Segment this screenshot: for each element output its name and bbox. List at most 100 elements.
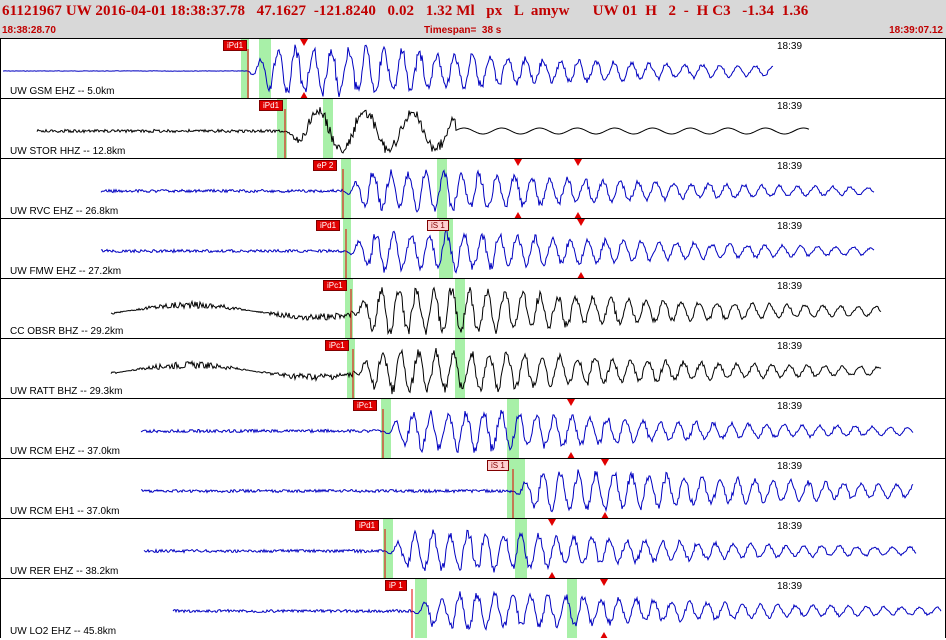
s-pick-marker[interactable]: iS 1 [427,220,449,231]
analysis-window [515,459,525,518]
p-pick-marker[interactable]: iPd1 [259,100,284,111]
trace-time-label: 18:39 [777,41,803,52]
p-pick-marker[interactable]: eP 2 [313,160,338,171]
trace-panel[interactable]: iPc1 18:39 UW RCM EHZ -- 37.0km [0,398,946,458]
p-pick-marker[interactable]: iPc1 [325,340,349,351]
waveform [143,519,917,578]
station-label: UW GSM EHZ -- 5.0km [10,86,115,97]
station-label: CC OBSR BHZ -- 29.2km [10,326,124,337]
p-pick-marker[interactable]: iP 1 [385,580,407,591]
trace-time-label: 18:39 [777,401,803,412]
analysis-window [347,339,355,398]
trace-panel[interactable]: iPc1 18:39 UW RATT BHZ -- 29.3km [0,338,946,398]
trace-panel[interactable]: iPd1 18:39 UW STOR HHZ -- 12.8km [0,98,946,158]
amplitude-marker [514,212,522,218]
amplitude-marker [548,572,556,578]
station-label: UW RATT BHZ -- 29.3km [10,386,123,397]
analysis-window [455,279,465,338]
timespan-label: Timespan= 38 s [424,25,502,36]
analysis-window [439,219,453,278]
amplitude-marker [577,219,585,226]
analysis-window [341,159,351,218]
waveform [110,339,882,398]
trace-time-label: 18:39 [777,161,803,172]
amplitude-marker [601,459,609,466]
analysis-window [277,99,287,158]
seismic-trace [140,469,914,513]
station-label: UW RCM EHZ -- 37.0km [10,446,120,457]
trace-panel[interactable]: iP 1 18:39 UW LO2 EHZ -- 45.8km [0,578,946,638]
event-summary-line: 61121967 UW 2016-04-01 18:38:37.78 47.16… [2,3,809,19]
waveform [36,99,810,158]
waveform [100,159,875,218]
waveform [100,219,875,278]
analysis-window [381,399,391,458]
p-pick-marker[interactable]: iPc1 [323,280,347,291]
analysis-window [507,459,517,518]
analysis-window [241,39,249,98]
seismic-trace [36,107,810,154]
seismic-trace [143,529,917,573]
station-label: UW FMW EHZ -- 27.2km [10,266,122,277]
station-label: UW RVC EHZ -- 26.8km [10,206,119,217]
seismic-trace [3,44,774,98]
analysis-window [455,339,465,398]
p-pick-marker[interactable]: iPc1 [353,400,377,411]
analysis-window [567,579,577,638]
station-label: UW LO2 EHZ -- 45.8km [10,626,117,637]
trace-panel[interactable]: iPd1 18:39 UW GSM EHZ -- 5.0km [0,38,946,98]
analysis-window [437,159,447,218]
amplitude-marker [514,159,522,166]
waveform [172,579,942,638]
amplitude-marker [577,272,585,278]
seismic-trace [140,409,914,454]
seismic-trace [110,286,882,336]
amplitude-marker [600,579,608,586]
station-label: UW RCM EH1 -- 37.0km [10,506,120,517]
waveform [3,39,774,98]
event-header: 61121967 UW 2016-04-01 18:38:37.78 47.16… [0,0,946,38]
trace-time-label: 18:39 [777,341,803,352]
analysis-window [345,279,353,338]
amplitude-marker [548,519,556,526]
trace-panel[interactable]: eP 2 18:39 UW RVC EHZ -- 26.8km [0,158,946,218]
analysis-window [515,519,527,578]
trace-panel[interactable]: iPc1 18:39 CC OBSR BHZ -- 29.2km [0,278,946,338]
analysis-window [343,219,351,278]
waveform [140,459,914,518]
seismogram-panels[interactable]: iPd1 18:39 UW GSM EHZ -- 5.0km iPd1 18:3… [0,38,946,640]
seismic-trace [172,590,942,631]
window-start-time: 18:38:28.70 [2,25,56,36]
window-end-time: 18:39:07.12 [889,25,943,36]
trace-time-label: 18:39 [777,101,803,112]
amplitude-marker [567,399,575,406]
amplitude-marker [600,632,608,638]
waveform [140,399,914,458]
s-pick-marker[interactable]: iS 1 [487,460,509,471]
analysis-window [507,399,519,458]
amplitude-marker [300,92,308,98]
trace-panel[interactable]: iPd1 iS 1 18:39 UW FMW EHZ -- 27.2km [0,218,946,278]
trace-time-label: 18:39 [777,281,803,292]
analysis-window [383,519,393,578]
waveform [110,279,882,338]
trace-time-label: 18:39 [777,581,803,592]
amplitude-marker [601,512,609,518]
trace-time-label: 18:39 [777,221,803,232]
amplitude-marker [574,159,582,166]
p-pick-marker[interactable]: iPd1 [316,220,341,231]
trace-time-label: 18:39 [777,521,803,532]
trace-panel[interactable]: iS 1 18:39 UW RCM EH1 -- 37.0km [0,458,946,518]
amplitude-marker [574,212,582,218]
p-pick-marker[interactable]: iPd1 [223,40,248,51]
analysis-window [259,39,271,98]
seismic-trace [100,169,875,213]
station-label: UW RER EHZ -- 38.2km [10,566,119,577]
trace-time-label: 18:39 [777,461,803,472]
amplitude-marker [567,452,575,458]
station-label: UW STOR HHZ -- 12.8km [10,146,126,157]
trace-panel[interactable]: iPd1 18:39 UW RER EHZ -- 38.2km [0,518,946,578]
p-pick-marker[interactable]: iPd1 [355,520,380,531]
seismic-trace [110,348,882,395]
seismic-trace [100,227,875,274]
